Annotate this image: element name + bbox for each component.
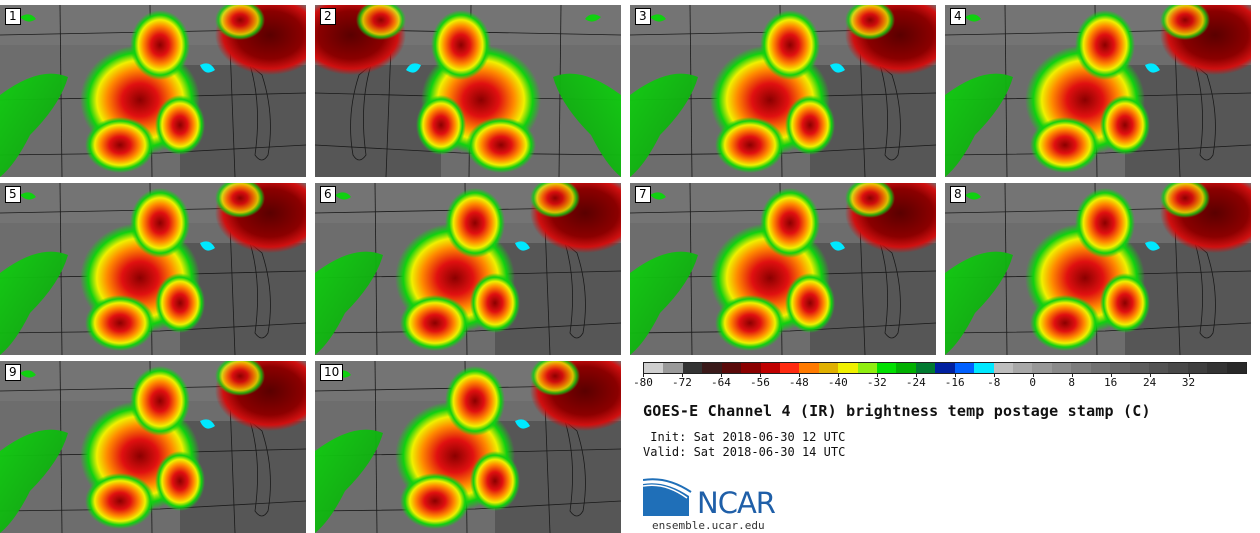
ir-satellite-map	[945, 183, 1251, 355]
colorbar-tick-label: -16	[944, 376, 965, 389]
colorbar-segment	[682, 363, 703, 373]
colorbar-tick-mark	[798, 374, 800, 377]
colorbar-segment	[721, 363, 742, 373]
colorbar-tick-label: -32	[866, 376, 887, 389]
ir-satellite-map	[315, 5, 621, 177]
colorbar-segment	[818, 363, 839, 373]
colorbar-segment	[1051, 363, 1072, 373]
ir-satellite-map	[0, 183, 306, 355]
colorbar-tick-mark	[1032, 374, 1034, 377]
colorbar-segment	[838, 363, 858, 373]
colorbar-tick-mark	[1188, 374, 1190, 377]
postage-stamp-panel: 4	[945, 5, 1251, 177]
temperature-colorbar	[643, 362, 1247, 374]
colorbar-tick-mark	[643, 374, 644, 377]
postage-stamp-panel: 10	[315, 361, 621, 533]
colorbar-tick-label: 0	[1029, 376, 1036, 389]
colorbar-tick-label: 32	[1181, 376, 1196, 389]
panel-number-label: 6	[320, 186, 336, 203]
ir-satellite-map	[945, 5, 1251, 177]
colorbar-segment	[799, 363, 819, 373]
ir-satellite-map	[315, 361, 621, 533]
valid-time: Valid: Sat 2018-06-30 14 UTC	[643, 445, 846, 459]
colorbar-segment	[644, 363, 664, 373]
colorbar-tick-mark	[915, 374, 917, 377]
colorbar-segment	[779, 363, 800, 373]
colorbar-tick-mark	[720, 374, 722, 377]
colorbar-tick-label: 24	[1142, 376, 1157, 389]
panel-number-label: 10	[320, 364, 344, 381]
colorbar-segment	[1110, 363, 1130, 373]
colorbar-tick-mark	[681, 374, 683, 377]
colorbar-segment	[1168, 363, 1188, 373]
init-time: Init: Sat 2018-06-30 12 UTC	[643, 430, 846, 444]
colorbar-tick-label: -8	[987, 376, 1001, 389]
colorbar-segment	[702, 363, 722, 373]
colorbar-tick-label: -24	[905, 376, 926, 389]
colorbar-tick-mark	[1071, 374, 1073, 377]
colorbar-ticks: -80 -72 -64 -56 -48 -40 -32 -24 -16 -8 0 8 16 24 32	[633, 374, 1247, 394]
postage-stamp-panel: 6	[315, 183, 621, 355]
panel-number-label: 1	[5, 8, 21, 25]
postage-stamp-panel: 3	[630, 5, 936, 177]
colorbar-segment	[1187, 363, 1208, 373]
colorbar-segment	[1032, 363, 1052, 373]
colorbar-tick-mark	[1110, 374, 1112, 377]
colorbar-tick-label: 8	[1068, 376, 1075, 389]
colorbar-segment	[760, 363, 780, 373]
postage-stamp-panel: 9	[0, 361, 306, 533]
colorbar-tick-label: -56	[749, 376, 770, 389]
colorbar-tick-label: -72	[672, 376, 692, 389]
colorbar-segment	[993, 363, 1014, 373]
colorbar-segment	[1226, 363, 1247, 373]
panel-number-label: 2	[320, 8, 336, 25]
panel-number-label: 7	[635, 186, 651, 203]
colorbar-tick-mark	[759, 374, 761, 377]
colorbar-segment	[974, 363, 994, 373]
ir-satellite-map	[0, 361, 306, 533]
panel-number-label: 8	[950, 186, 966, 203]
colorbar-tick-mark	[1149, 374, 1151, 377]
colorbar-tick-label: -80	[633, 376, 653, 389]
colorbar-tick-mark	[954, 374, 956, 377]
postage-stamp-panel: 2	[315, 5, 621, 177]
panel-number-label: 5	[5, 186, 21, 203]
colorbar-segment	[1148, 363, 1169, 373]
colorbar-segment	[1071, 363, 1091, 373]
colorbar-segment	[896, 363, 916, 373]
colorbar-segment	[741, 363, 761, 373]
colorbar-tick-label: -64	[710, 376, 731, 389]
ir-satellite-map	[630, 5, 936, 177]
colorbar-segment	[877, 363, 897, 373]
figure-title: GOES-E Channel 4 (IR) brightness temp po…	[643, 402, 1151, 420]
colorbar-segment	[915, 363, 936, 373]
ir-satellite-map	[0, 5, 306, 177]
colorbar-segment	[954, 363, 975, 373]
ncar-logo-icon	[643, 478, 692, 516]
colorbar-segment	[1129, 363, 1149, 373]
colorbar-tick-mark	[993, 374, 995, 377]
ensemble-url: ensemble.ucar.edu	[652, 519, 765, 532]
postage-stamp-panel: 8	[945, 183, 1251, 355]
colorbar-segment	[935, 363, 955, 373]
colorbar-tick-label: -48	[788, 376, 809, 389]
colorbar-tick-mark	[876, 374, 878, 377]
ir-satellite-map	[630, 183, 936, 355]
colorbar-tick-label: 16	[1103, 376, 1118, 389]
panel-number-label: 3	[635, 8, 651, 25]
colorbar-tick-mark	[837, 374, 839, 377]
colorbar-tick-label: -40	[827, 376, 848, 389]
ir-satellite-map	[315, 183, 621, 355]
panel-number-label: 4	[950, 8, 966, 25]
ncar-logo-text: NCAR	[697, 486, 776, 520]
colorbar-segment	[663, 363, 683, 373]
colorbar-segment	[1013, 363, 1033, 373]
panel-number-label: 9	[5, 364, 21, 381]
colorbar-segment	[857, 363, 878, 373]
postage-stamp-panel: 1	[0, 5, 306, 177]
colorbar-segment	[1207, 363, 1227, 373]
colorbar-segment	[1090, 363, 1111, 373]
postage-stamp-panel: 5	[0, 183, 306, 355]
postage-stamp-panel: 7	[630, 183, 936, 355]
